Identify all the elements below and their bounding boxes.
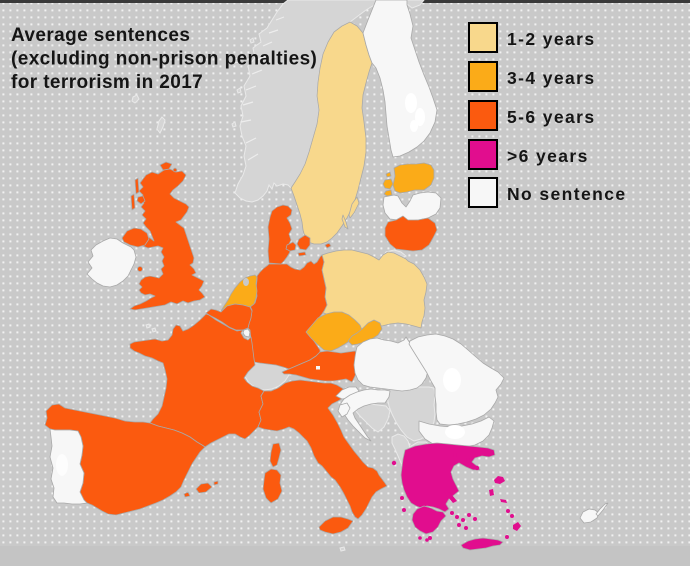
svg-text:for terrorism in 2017: for terrorism in 2017 (11, 72, 203, 93)
svg-text:5-6 years: 5-6 years (507, 107, 596, 127)
svg-text:3-4 years: 3-4 years (507, 68, 596, 88)
svg-text:1-2 years: 1-2 years (507, 29, 596, 49)
svg-text:>6 years: >6 years (507, 146, 589, 166)
svg-text:No sentence: No sentence (507, 184, 626, 204)
svg-text:Average sentences: Average sentences (11, 25, 190, 46)
svg-text:(excluding non-prison penaltie: (excluding non-prison penalties) (11, 49, 317, 70)
